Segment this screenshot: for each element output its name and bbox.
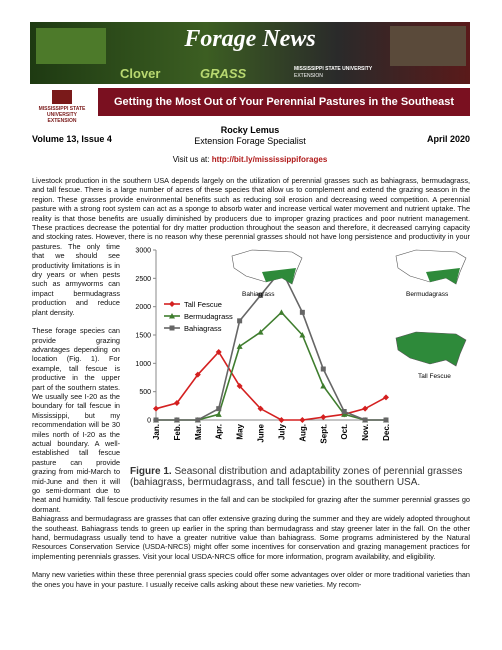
author: Rocky Lemus xyxy=(220,125,280,135)
banner-text: Clover xyxy=(120,66,160,81)
marker xyxy=(278,309,285,315)
banner-art: Forage News Clover GRASS MISSISSIPPI STA… xyxy=(36,26,466,81)
banner-text: EXTENSION xyxy=(294,73,323,79)
marker xyxy=(153,417,159,423)
y-tick-label: 1500 xyxy=(135,333,151,340)
marker xyxy=(362,405,369,412)
map-zone xyxy=(262,268,296,284)
map-label: Tall Fescue xyxy=(418,373,451,380)
x-tick-label: Apr. xyxy=(215,424,224,440)
visit-url: http://bit.ly/mississippiforages xyxy=(211,155,328,164)
marker xyxy=(174,417,180,423)
x-tick-label: June xyxy=(257,423,266,442)
title-bar: Getting the Most Out of Your Perennial P… xyxy=(98,88,470,116)
x-tick-label: Aug. xyxy=(298,424,307,442)
x-tick-label: Dec. xyxy=(382,424,391,441)
logo-text: MISSISSIPPI STATE UNIVERSITY xyxy=(38,106,86,118)
paragraph: Bahiagrass and bermudagrass are grasses … xyxy=(32,514,470,561)
marker xyxy=(236,383,243,389)
x-tick-label: Nov. xyxy=(361,424,370,441)
marker xyxy=(383,417,389,423)
image xyxy=(36,28,106,64)
banner-text: GRASS xyxy=(200,66,247,81)
logo-mark xyxy=(52,90,72,104)
y-tick-label: 0 xyxy=(147,418,151,425)
marker xyxy=(195,417,201,423)
visit-label: Visit us at: xyxy=(172,155,210,164)
marker xyxy=(215,349,222,355)
marker xyxy=(257,329,264,335)
image xyxy=(390,26,466,66)
banner: Forage News Clover GRASS MISSISSIPPI STA… xyxy=(30,22,470,84)
x-tick-label: Oct. xyxy=(340,424,349,440)
y-tick-label: 500 xyxy=(139,389,151,396)
x-tick-label: July xyxy=(277,423,286,440)
legend-label: Tall Fescue xyxy=(184,300,222,309)
marker xyxy=(236,343,243,349)
role: Extension Forage Specialist xyxy=(194,136,306,146)
article: 0 500 1000 1500 2000 2500 3000 Jan. Feb. Mar. Apr.… xyxy=(32,176,470,589)
y-tick-label: 2000 xyxy=(135,304,151,311)
marker xyxy=(320,366,326,372)
marker xyxy=(237,318,243,324)
marker xyxy=(215,411,222,417)
caption-text: Seasonal distribution and adaptability z… xyxy=(130,466,463,489)
caption-label: Figure 1. xyxy=(130,466,172,478)
paragraph: These forage species can provide grazing… xyxy=(32,326,470,514)
legend-label: Bermudagrass xyxy=(184,312,233,321)
marker xyxy=(257,405,264,412)
marker xyxy=(299,332,306,338)
marker xyxy=(169,313,175,319)
map-zone xyxy=(426,268,460,284)
chart: 0 500 1000 1500 2000 2500 3000 Jan. Feb. Mar. Apr.… xyxy=(135,248,467,444)
banner-title: Forage News xyxy=(183,26,315,52)
y-tick-label: 3000 xyxy=(135,248,151,255)
marker xyxy=(299,309,305,315)
marker xyxy=(341,411,348,417)
x-tick-label: Mar. xyxy=(194,424,203,440)
x-tick-label: Sept. xyxy=(319,424,328,444)
x-tick-label: Jan. xyxy=(152,424,161,440)
y-tick-label: 1000 xyxy=(135,361,151,368)
map-label: Bahiagrass xyxy=(242,291,275,298)
marker xyxy=(216,406,222,412)
marker xyxy=(173,400,180,406)
paragraph: Many new varieties within these three pe… xyxy=(32,570,470,589)
marker xyxy=(320,383,327,389)
y-tick-label: 2500 xyxy=(135,276,151,283)
logo-text: EXTENSION xyxy=(47,118,77,124)
x-tick-label: May xyxy=(236,423,245,439)
marker xyxy=(320,414,327,421)
series-line xyxy=(155,350,387,421)
x-tick-label: Feb. xyxy=(173,424,182,440)
banner-text: MISSISSIPPI STATE UNIVERSITY xyxy=(294,66,373,72)
date: April 2020 xyxy=(426,134,470,144)
marker xyxy=(299,417,306,423)
visit: Visit us at: http://bit.ly/mississippifo… xyxy=(150,155,350,164)
legend-label: Bahiagrass xyxy=(184,324,222,333)
marker xyxy=(278,417,285,423)
series-line xyxy=(156,268,386,421)
marker xyxy=(341,409,347,414)
figure: 0 500 1000 1500 2000 2500 3000 Jan. Feb. Mar. Apr.… xyxy=(124,242,470,490)
marker xyxy=(362,417,368,423)
caption: Figure 1. Seasonal distribution and adap… xyxy=(130,466,470,488)
marker xyxy=(169,301,175,307)
marker xyxy=(169,325,175,331)
volume: Volume 13, Issue 4 xyxy=(32,134,112,144)
marker xyxy=(383,394,389,401)
marker xyxy=(153,405,159,412)
marker xyxy=(258,292,264,298)
map-label: Bermudagrass xyxy=(406,291,449,298)
paragraph: Livestock production in the southern USA… xyxy=(32,176,470,317)
marker xyxy=(194,371,201,378)
map-outline xyxy=(395,331,467,367)
logo: MISSISSIPPI STATE UNIVERSITY EXTENSION xyxy=(30,90,94,124)
